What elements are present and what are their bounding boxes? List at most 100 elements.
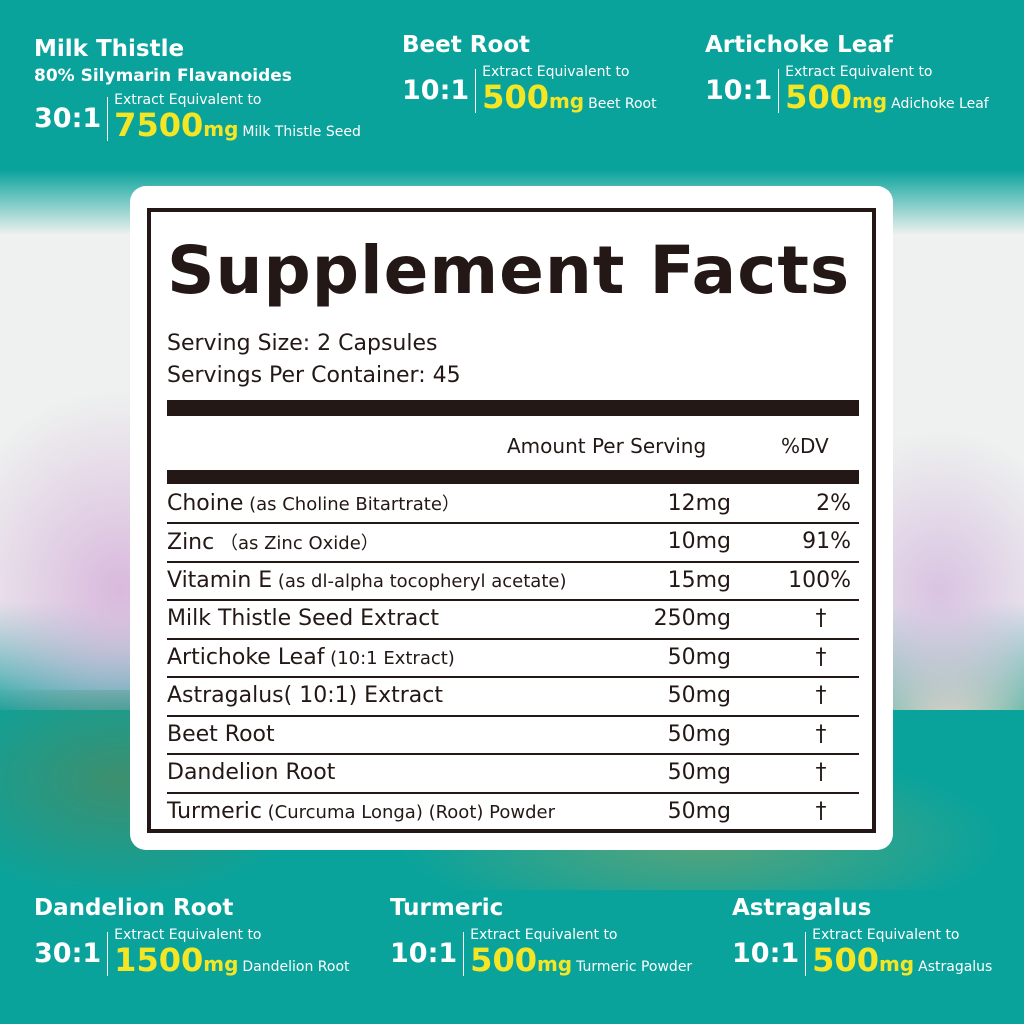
nutrient-label: Dandelion Root [167, 760, 336, 785]
equivalent-source: Dandelion Root [242, 959, 350, 975]
nutrient-row: Astragalus( 10:1) Extract 50mg † [167, 677, 859, 717]
nutrient-dv: † [815, 606, 827, 631]
nutrient-amount: 250mg [653, 606, 731, 631]
herb-name: Dandelion Root [34, 895, 234, 921]
extract-block: Milk Thistle 80% Silymarin Flavanoides 3… [34, 36, 361, 146]
nutrient-detail: (Curcuma Longa) (Root) Powder [261, 801, 555, 823]
nutrient-name: Zinc （as Zinc Oxide） [167, 529, 611, 555]
equivalent-amount: 500mg [470, 941, 572, 979]
extract-block: Dandelion Root 30:1 Extract Equivalent t… [34, 895, 350, 981]
extract-ratio-row: 30:1 Extract Equivalent to 7500mg Milk Th… [34, 92, 361, 146]
equivalent-label: Extract Equivalent to [812, 927, 960, 943]
nutrient-amount: 50mg [667, 798, 731, 824]
extract-ratio: 10:1 [402, 69, 477, 113]
serving-info: Serving Size: 2 Capsules Servings Per Co… [167, 328, 461, 392]
equivalent-label: Extract Equivalent to [482, 64, 630, 80]
extract-ratio: 30:1 [34, 97, 109, 141]
amount-value: 500 [785, 78, 852, 116]
equivalent-amount: 7500mg [114, 106, 238, 144]
divider-thick [167, 400, 859, 416]
herb-name: Milk Thistle [34, 36, 185, 62]
extract-ratio-row: 10:1 Extract Equivalent to 500mg Beet Roo… [402, 64, 657, 118]
nutrient-amount: 50mg [667, 760, 731, 785]
equivalent-label: Extract Equivalent to [114, 927, 262, 943]
extract-block: Turmeric 10:1 Extract Equivalent to 500m… [390, 895, 692, 981]
nutrient-label: Zinc [167, 529, 215, 555]
nutrient-amount: 50mg [667, 721, 731, 747]
herb-name: Turmeric [390, 895, 504, 921]
amount-unit: mg [536, 952, 573, 976]
nutrient-detail: (as Choline Bitartrate） [243, 494, 460, 515]
nutrient-label: Beet Root [167, 721, 275, 747]
nutrient-name: Artichoke Leaf (10:1 Extract) [167, 645, 611, 670]
nutrient-amount: 50mg [667, 683, 731, 708]
nutrient-row: Milk Thistle Seed Extract 250mg † [167, 600, 859, 640]
nutrient-dv: † [815, 644, 827, 670]
equivalent-label: Extract Equivalent to [470, 927, 618, 943]
nutrient-row: Turmeric (Curcuma Longa) (Root) Powder 5… [167, 792, 859, 830]
nutrient-amount: 12mg [667, 490, 731, 516]
extract-ratio: 10:1 [390, 932, 465, 976]
equivalent-source: Adichoke Leaf [891, 96, 989, 112]
equivalent-source: Beet Root [588, 96, 657, 112]
facts-title: Supplement Facts [167, 232, 851, 309]
servings-per-container: Servings Per Container: 45 [167, 363, 461, 388]
extract-ratio-row: 10:1 Extract Equivalent to 500mg Adichoke… [705, 64, 989, 118]
amount-value: 500 [470, 941, 537, 979]
equivalent-source: Milk Thistle Seed [242, 124, 361, 140]
nutrient-dv: † [815, 760, 827, 785]
amount-unit: mg [203, 952, 239, 976]
amount-value: 500 [482, 78, 549, 116]
amount-unit: mg [878, 952, 915, 976]
herb-subtitle: 80% Silymarin Flavanoides [34, 66, 292, 86]
nutrient-label: Turmeric [167, 798, 262, 824]
nutrient-label: Choine [167, 491, 244, 516]
nutrient-row: Beet Root 50mg † [167, 715, 859, 755]
extract-block: Beet Root 10:1 Extract Equivalent to 500… [402, 32, 657, 118]
nutrient-dv: † [815, 721, 827, 747]
nutrient-row: Zinc （as Zinc Oxide） 10mg 91% [167, 523, 859, 563]
amount-unit: mg [851, 89, 888, 113]
nutrient-name: Dandelion Root [167, 760, 611, 785]
equivalent-amount: 500mg [812, 941, 914, 979]
nutrient-name: Choine (as Choline Bitartrate） [167, 490, 611, 516]
equivalent-source: Astragalus [918, 959, 993, 975]
extract-ratio: 10:1 [705, 69, 780, 113]
nutrient-dv: 91% [802, 529, 851, 554]
nutrient-name: Astragalus( 10:1) Extract [167, 683, 611, 708]
amount-unit: mg [203, 117, 239, 141]
amount-unit: mg [548, 89, 585, 113]
amount-header: Amount Per Serving [507, 434, 707, 458]
dv-header: %DV [781, 434, 829, 458]
nutrient-name: Milk Thistle Seed Extract [167, 606, 611, 631]
nutrient-detail: (10:1 Extract) [324, 647, 455, 669]
herb-name: Astragalus [732, 895, 872, 921]
nutrient-row: Dandelion Root 50mg † [167, 754, 859, 794]
herb-name: Artichoke Leaf [705, 32, 893, 58]
nutrient-dv: † [815, 798, 827, 824]
nutrient-label: Milk Thistle Seed Extract [167, 606, 439, 631]
nutrient-dv: † [815, 683, 827, 708]
nutrient-name: Vitamin E (as dl-alpha tocopheryl acetat… [167, 568, 611, 593]
nutrient-amount: 50mg [667, 644, 731, 670]
nutrient-amount: 10mg [667, 529, 731, 554]
nutrient-amount: 15mg [667, 567, 731, 593]
equivalent-amount: 500mg [482, 78, 584, 116]
equivalent-source: Turmeric Powder [576, 959, 693, 975]
amount-value: 7500 [114, 106, 204, 144]
extract-block: Astragalus 10:1 Extract Equivalent to 50… [732, 895, 992, 981]
equivalent-label: Extract Equivalent to [785, 64, 933, 80]
divider-thick [167, 470, 859, 484]
herb-name: Beet Root [402, 32, 531, 58]
equivalent-label: Extract Equivalent to [114, 92, 262, 108]
nutrient-label: Vitamin E [167, 567, 273, 593]
supplement-facts-label: Supplement Facts Serving Size: 2 Capsule… [147, 208, 876, 833]
nutrient-row: Choine (as Choline Bitartrate） 12mg 2% [167, 484, 859, 524]
nutrient-row: Vitamin E (as dl-alpha tocopheryl acetat… [167, 561, 859, 601]
nutrient-row: Artichoke Leaf (10:1 Extract) 50mg † [167, 638, 859, 678]
extract-ratio-row: 10:1 Extract Equivalent to 500mg Astragal… [732, 927, 992, 981]
nutrient-name: Beet Root [167, 722, 611, 747]
supplement-facts-card: Supplement Facts Serving Size: 2 Capsule… [130, 186, 893, 850]
serving-size: Serving Size: 2 Capsules [167, 331, 438, 356]
nutrient-detail: （as Zinc Oxide） [214, 532, 379, 554]
